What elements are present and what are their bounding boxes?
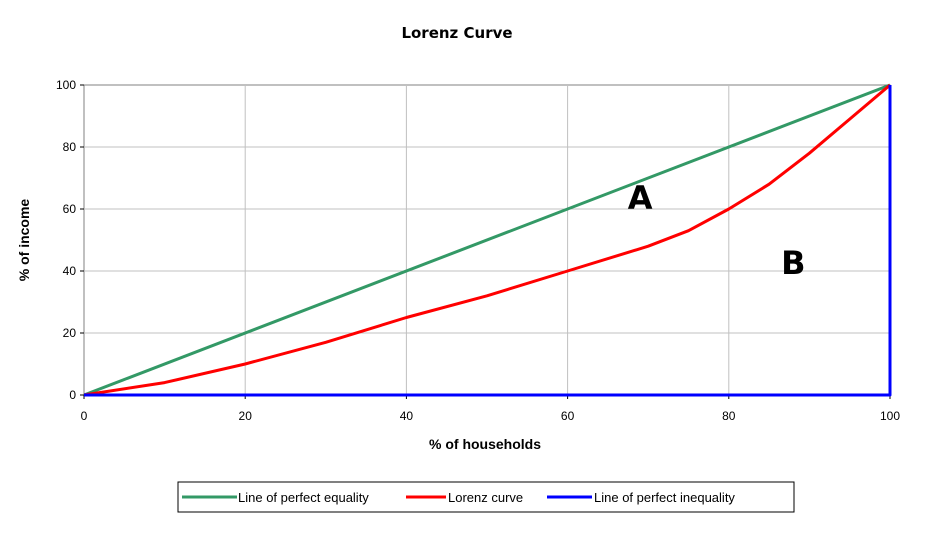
legend-label: Lorenz curve (448, 490, 523, 505)
y-tick-label: 0 (69, 388, 76, 402)
x-tick-label: 100 (880, 409, 900, 423)
x-tick-label: 80 (722, 409, 736, 423)
y-tick-label: 80 (63, 140, 77, 154)
y-tick-label: 100 (56, 78, 76, 92)
x-tick-label: 40 (400, 409, 414, 423)
x-tick-label: 20 (239, 409, 253, 423)
legend-box (177, 481, 795, 513)
legend-label: Line of perfect inequality (594, 490, 735, 505)
equality-line (83, 83, 891, 397)
inequality-line (84, 85, 892, 397)
x-axis-title: % of households (429, 436, 541, 452)
lorenz-curve-line (83, 83, 891, 397)
y-axis-title: % of income (16, 199, 32, 282)
legend: Line of perfect equality Lorenz curve Line… (177, 481, 795, 513)
region-labels: AB (628, 179, 806, 282)
region-label-b: B (781, 244, 805, 282)
y-tick-label: 60 (63, 202, 77, 216)
x-tick-label: 60 (561, 409, 575, 423)
legend-label: Line of perfect equality (238, 490, 369, 505)
y-tick-label: 40 (63, 264, 77, 278)
series-lines (83, 83, 892, 397)
region-label-a: A (628, 179, 653, 217)
x-tick-label: 0 (81, 409, 88, 423)
y-tick-label: 20 (63, 326, 77, 340)
y-tick-labels: 0 20 40 60 80 100 (56, 78, 84, 402)
x-tick-labels: 0 20 40 60 80 100 (81, 395, 900, 423)
chart-title: Lorenz Curve (401, 24, 512, 42)
gridlines (84, 85, 890, 395)
